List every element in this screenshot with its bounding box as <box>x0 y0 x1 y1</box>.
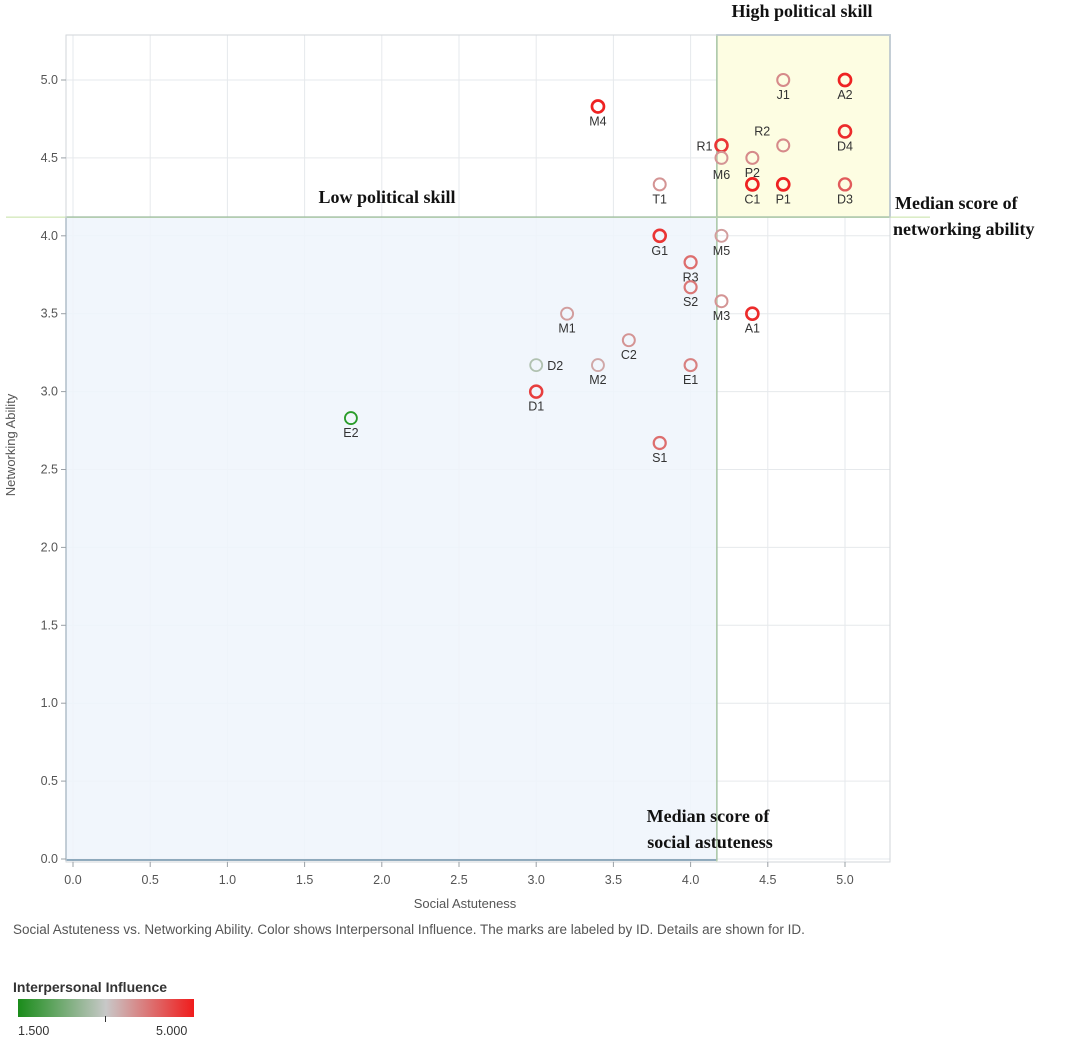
data-point-s2 <box>683 280 698 295</box>
annotation-median-social-line2: social astuteness <box>647 832 773 852</box>
data-point-d3 <box>837 177 853 192</box>
data-point-c1 <box>745 177 760 192</box>
data-point-e2 <box>344 411 358 425</box>
data-point-e1 <box>683 358 698 373</box>
y-tick-label: 3.5 <box>41 307 58 321</box>
plot-frame <box>65 34 891 863</box>
data-points: J1 A2 M4 R1 R2 D4 M6 P2 T1 C1 P1 D3 G1 M5 R3 S2 M3 A1 M1 C2… <box>343 72 853 465</box>
data-point-g1 <box>652 228 668 244</box>
x-tick-label: 5.0 <box>836 873 853 887</box>
legend-min-label: 1.500 <box>18 1024 50 1038</box>
data-label-m3: M3 <box>713 309 730 323</box>
x-axis-ticks: 0.0 0.5 1.0 1.5 2.0 2.5 3.0 3.5 4.0 4.5 5.0 <box>64 862 854 887</box>
annotation-median-networking-line1: Median score of <box>895 193 1019 213</box>
legend-title: Interpersonal Influence <box>13 979 168 995</box>
plot-border <box>65 34 891 863</box>
data-label-c1: C1 <box>744 192 760 206</box>
x-tick-label: 3.0 <box>528 873 545 887</box>
data-point-d2 <box>529 358 544 373</box>
data-point-p2 <box>745 150 760 165</box>
data-label-e2: E2 <box>343 426 358 440</box>
data-point-a1 <box>745 306 760 322</box>
data-label-a2: A2 <box>837 88 852 102</box>
data-point-a2 <box>837 72 853 88</box>
annotation-low-political-skill: Low political skill <box>318 187 455 207</box>
data-label-m4: M4 <box>589 114 606 128</box>
x-tick-label: 2.5 <box>450 873 467 887</box>
data-label-r3: R3 <box>683 270 699 284</box>
data-label-d3: D3 <box>837 192 853 206</box>
x-tick-label: 1.5 <box>296 873 313 887</box>
data-point-m3 <box>714 294 729 309</box>
data-point-s1 <box>652 435 667 451</box>
x-tick-label: 0.5 <box>142 873 159 887</box>
annotation-median-networking-line2: networking ability <box>893 219 1035 239</box>
data-label-g1: G1 <box>651 244 668 258</box>
data-label-m2: M2 <box>589 373 606 387</box>
x-tick-label: 1.0 <box>219 873 236 887</box>
data-label-p1: P1 <box>776 192 791 206</box>
data-point-d4 <box>837 124 853 139</box>
y-tick-label: 2.5 <box>41 463 58 477</box>
data-point-m5 <box>714 228 729 243</box>
y-tick-label: 4.5 <box>41 151 58 165</box>
data-label-d4: D4 <box>837 139 853 153</box>
annotation-high-political-skill: High political skill <box>731 1 872 21</box>
x-tick-label: 4.0 <box>682 873 699 887</box>
scatter-chart: 0.0 0.5 1.0 1.5 2.0 2.5 3.0 3.5 4.0 4.5 5.0 0.0 0.5… <box>3 1 1035 911</box>
data-label-j1: J1 <box>777 88 790 102</box>
data-point-p1 <box>775 177 791 192</box>
y-axis-ticks: 0.0 0.5 1.0 1.5 2.0 2.5 3.0 3.5 4.0 4.5 5.0 <box>41 73 66 866</box>
y-tick-label: 2.0 <box>41 540 58 554</box>
x-axis-label: Social Astuteness <box>414 896 517 911</box>
high-skill-region <box>716 34 891 218</box>
y-tick-label: 0.5 <box>41 774 58 788</box>
legend-color-ramp <box>18 999 194 1017</box>
data-point-m4 <box>590 99 606 114</box>
skill-regions <box>6 34 930 862</box>
data-point-c2 <box>621 333 636 348</box>
x-tick-label: 3.5 <box>605 873 622 887</box>
data-label-e1: E1 <box>683 373 698 387</box>
data-point-m1 <box>560 306 575 321</box>
data-point-t1 <box>652 177 667 192</box>
data-label-s2: S2 <box>683 295 698 309</box>
y-tick-label: 0.0 <box>41 852 58 866</box>
data-point-d1 <box>528 384 544 399</box>
y-axis-label: Networking Ability <box>3 393 18 496</box>
data-label-m6: M6 <box>713 168 730 182</box>
data-point-r2 <box>776 138 791 153</box>
y-tick-label: 5.0 <box>41 73 58 87</box>
data-label-r1: R1 <box>696 139 712 153</box>
y-tick-label: 3.0 <box>41 385 58 399</box>
data-label-a1: A1 <box>745 322 760 336</box>
data-label-m5: M5 <box>713 244 730 258</box>
data-label-p2: P2 <box>745 166 760 180</box>
data-label-r2: R2 <box>754 124 770 138</box>
data-point-m2 <box>591 358 605 373</box>
data-label-d1: D1 <box>528 400 544 414</box>
x-tick-label: 4.5 <box>759 873 776 887</box>
annotation-median-social-line1: Median score of <box>647 806 771 826</box>
y-tick-label: 1.5 <box>41 618 58 632</box>
data-label-t1: T1 <box>652 192 667 206</box>
y-tick-label: 1.0 <box>41 696 58 710</box>
x-tick-label: 2.0 <box>373 873 390 887</box>
data-point-r3 <box>683 255 698 270</box>
low-skill-region <box>65 216 718 861</box>
chart-caption: Social Astuteness vs. Networking Ability… <box>13 922 805 937</box>
data-label-c2: C2 <box>621 348 637 362</box>
y-tick-label: 4.0 <box>41 229 58 243</box>
data-label-d2: D2 <box>547 359 563 373</box>
data-point-m6 <box>714 150 729 165</box>
legend-max-label: 5.000 <box>156 1024 188 1038</box>
data-label-m1: M1 <box>558 322 575 336</box>
data-point-j1 <box>776 72 791 88</box>
legend-midpoint-tick <box>105 1016 106 1022</box>
data-label-s1: S1 <box>652 451 667 465</box>
x-tick-label: 0.0 <box>64 873 81 887</box>
